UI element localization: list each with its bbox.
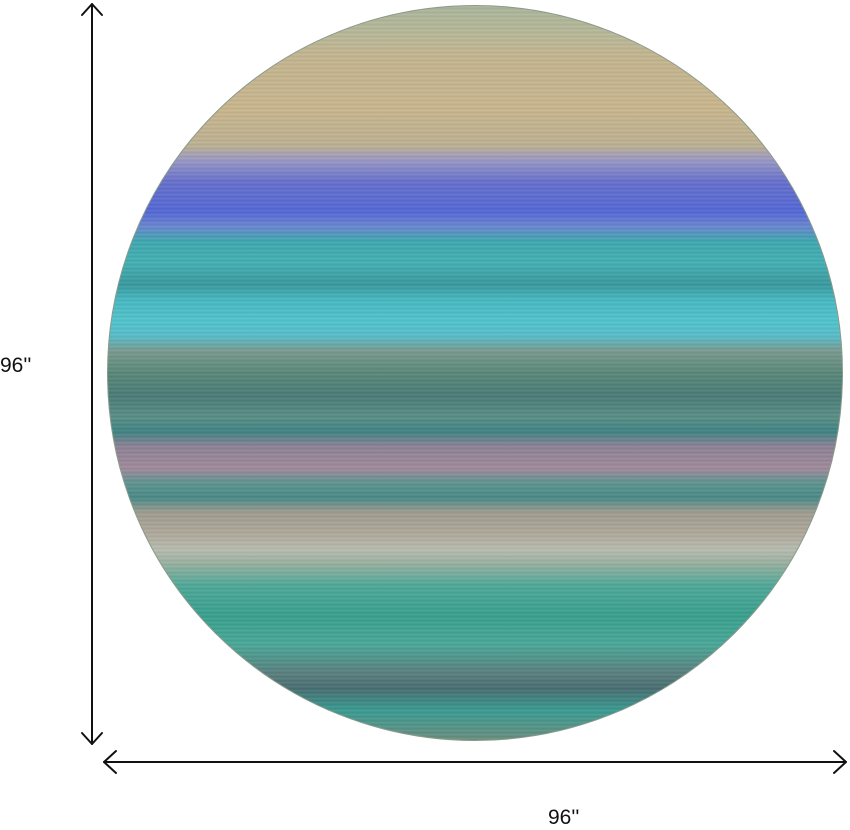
- height-dimension-label: 96'': [0, 354, 32, 377]
- height-arrow-top-head: [81, 3, 103, 16]
- width-arrow-left-head: [103, 750, 117, 774]
- height-arrow-bottom-head: [81, 732, 103, 745]
- round-rug-image: [107, 5, 843, 741]
- width-arrow-right-head: [833, 750, 847, 774]
- width-dimension-label: 96'': [548, 806, 580, 829]
